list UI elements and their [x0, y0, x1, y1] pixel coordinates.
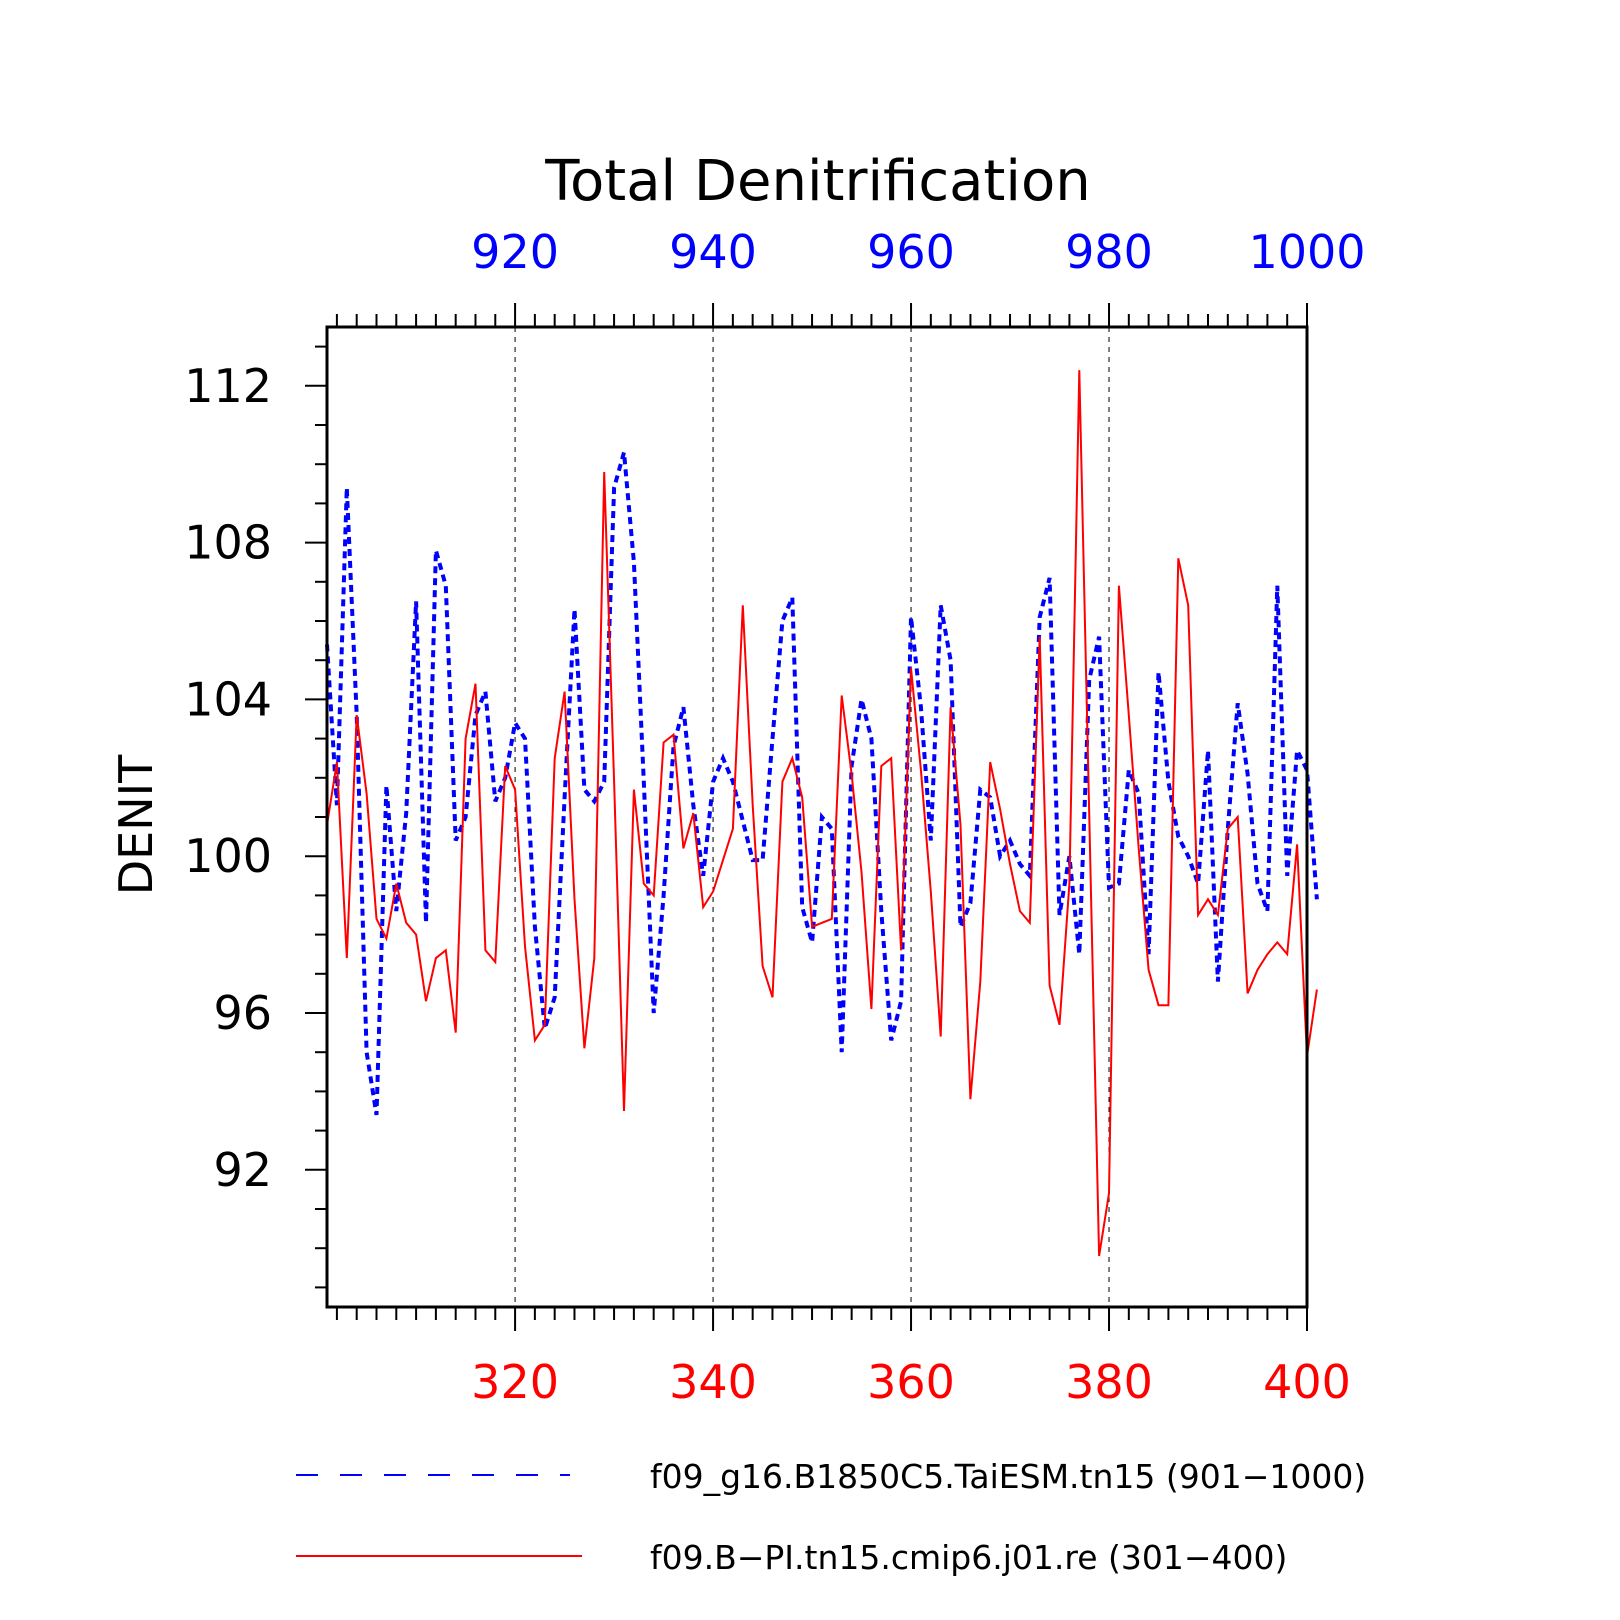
top-x-tick-label: 940 — [669, 225, 757, 279]
bottom-x-tick-label: 360 — [867, 1355, 955, 1409]
plot-frame — [325, 325, 1309, 1309]
tick-labels: 92 96 100 104 108 112 920 940 960 980 1000 320 340 36… — [184, 225, 1365, 1409]
y-tick-label: 100 — [184, 829, 272, 883]
chart-title: Total Denitrification — [544, 149, 1090, 214]
top-x-tick-label: 1000 — [1248, 225, 1365, 279]
top-x-tick-label: 980 — [1065, 225, 1153, 279]
series-layer — [325, 370, 1319, 1257]
axis-ticks — [305, 303, 1308, 1331]
top-x-tick-label: 920 — [471, 225, 559, 279]
y-tick-label: 108 — [184, 516, 272, 570]
y-tick-label: 92 — [213, 1143, 272, 1197]
legend-label: f09.B−PI.tn15.cmip6.j01.re (301−400) — [650, 1538, 1287, 1577]
bottom-x-tick-label: 320 — [471, 1355, 559, 1409]
series-red-solid-line — [326, 370, 1318, 1257]
top-x-tick-label: 960 — [867, 225, 955, 279]
bottom-x-tick-label: 380 — [1065, 1355, 1153, 1409]
y-axis-label: DENIT — [109, 754, 163, 895]
y-tick-label: 112 — [184, 359, 272, 413]
bottom-x-tick-label: 340 — [669, 1355, 757, 1409]
y-tick-label: 104 — [184, 672, 272, 726]
bottom-x-tick-label: 400 — [1263, 1355, 1351, 1409]
gridlines — [514, 327, 1110, 1307]
y-tick-label: 96 — [213, 986, 272, 1040]
series-blue-dashed-line — [325, 451, 1319, 1116]
legend-label: f09_g16.B1850C5.TaiESM.tn15 (901−1000) — [650, 1457, 1366, 1496]
legend: f09_g16.B1850C5.TaiESM.tn15 (901−1000) f0… — [296, 1457, 1366, 1577]
